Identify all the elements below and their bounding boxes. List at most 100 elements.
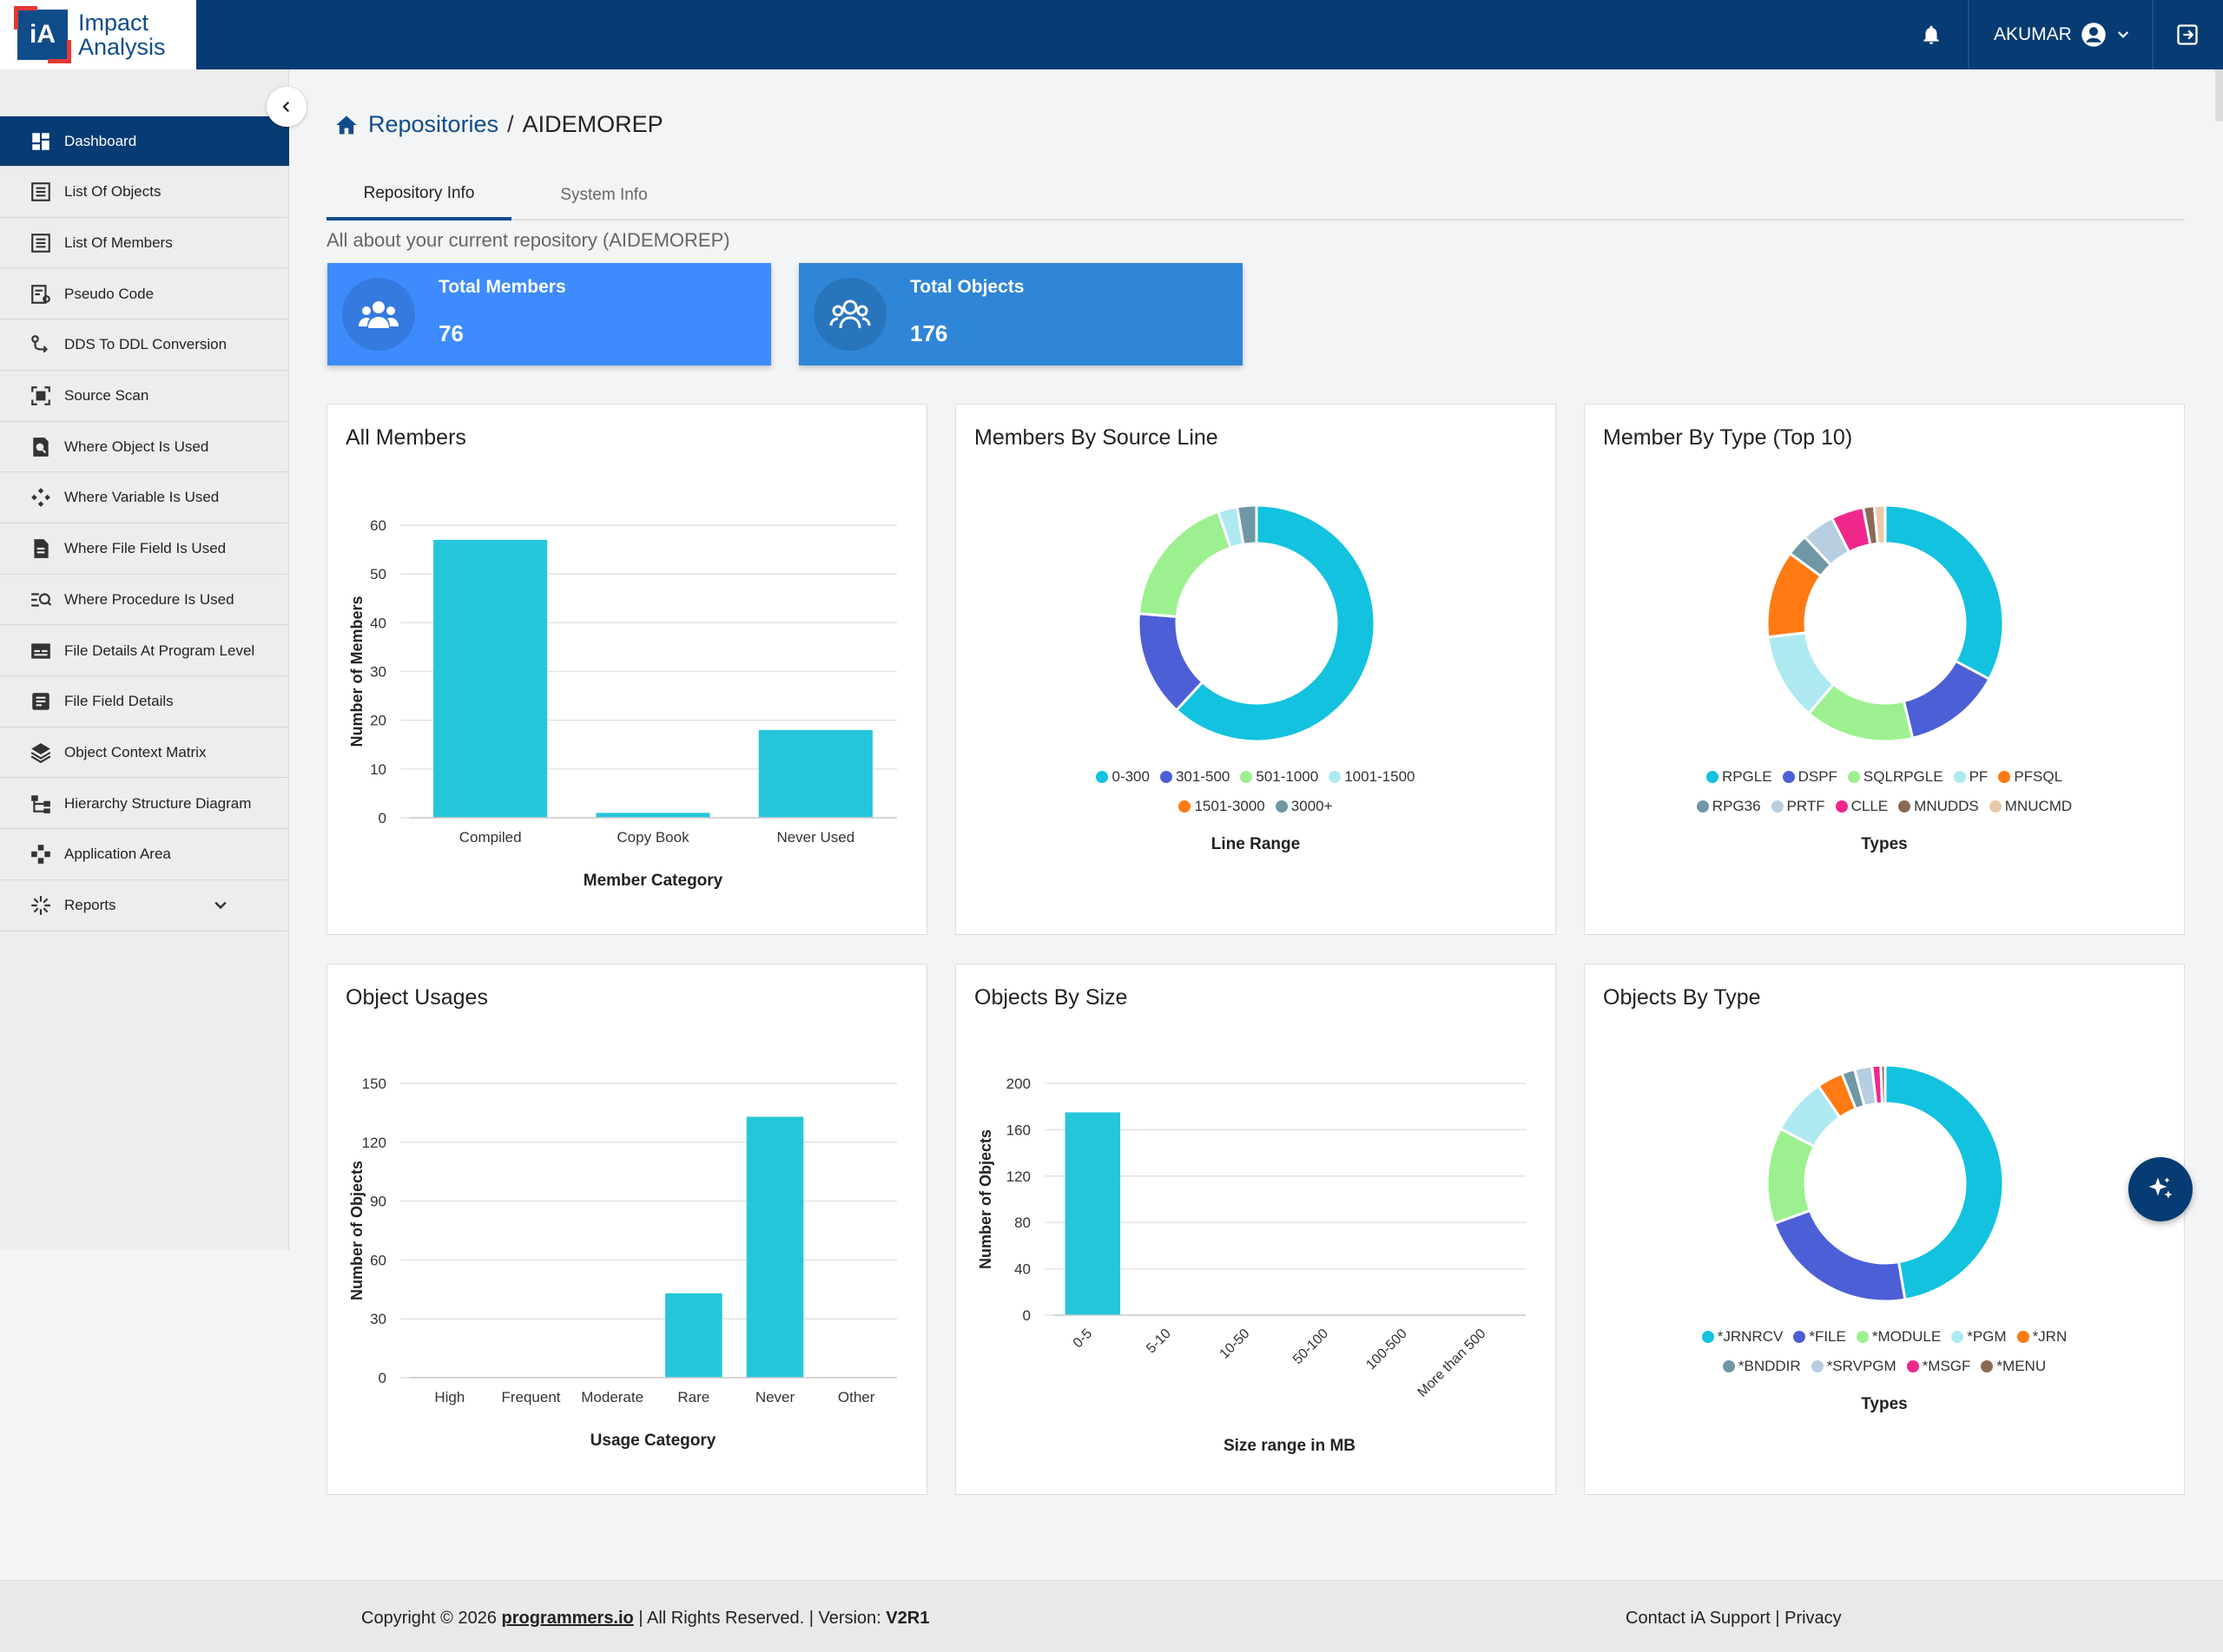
sidebar-item-dds-to-ddl-conversion[interactable]: DDS To DDL Conversion bbox=[0, 320, 289, 371]
bar[interactable] bbox=[758, 729, 873, 818]
legend-label: *SRVPGM bbox=[1826, 1358, 1896, 1374]
legend-item[interactable]: RPGLE bbox=[1705, 762, 1772, 792]
legend-label: *FILE bbox=[1809, 1328, 1846, 1345]
chevron-down-icon bbox=[2117, 31, 2128, 38]
user-menu[interactable]: AKUMAR bbox=[1994, 0, 2131, 69]
legend-item[interactable]: 301-500 bbox=[1159, 762, 1230, 792]
legend-item[interactable]: MNUDDS bbox=[1898, 792, 1979, 821]
donut-slice[interactable] bbox=[1235, 503, 1258, 546]
footer-separator: | bbox=[1775, 1609, 1780, 1628]
donut-slice[interactable] bbox=[1883, 503, 2005, 681]
tab-repository-info[interactable]: Repository Info bbox=[327, 170, 511, 220]
legend-item[interactable]: *PGM bbox=[1951, 1322, 2007, 1352]
y-tick-label: 40 bbox=[1014, 1261, 1031, 1278]
bell-icon[interactable] bbox=[1905, 0, 1957, 69]
legend-label: PF bbox=[1969, 768, 1989, 785]
donut-slice[interactable] bbox=[1902, 659, 1991, 740]
sidebar-item-list-of-objects[interactable]: List Of Objects bbox=[0, 168, 289, 218]
donut-slice[interactable] bbox=[1772, 1208, 1907, 1303]
page-scrollbar[interactable] bbox=[2215, 69, 2223, 122]
breadcrumb: Repositories / AIDEMOREP bbox=[333, 111, 663, 138]
home-icon[interactable] bbox=[333, 113, 360, 137]
bar[interactable] bbox=[433, 539, 548, 818]
legend-item[interactable]: *MODULE bbox=[1856, 1322, 1941, 1352]
legend-dot bbox=[1782, 771, 1795, 783]
sidebar-item-where-procedure-is-used[interactable]: Where Procedure Is Used bbox=[0, 575, 289, 626]
legend-label: CLLE bbox=[1850, 798, 1889, 814]
contact-support-link[interactable]: Contact iA Support bbox=[1626, 1609, 1771, 1628]
card-title: Objects By Type bbox=[1603, 985, 1761, 1010]
sidebar-item-label: Application Area bbox=[64, 846, 171, 863]
sidebar-item-where-variable-is-used[interactable]: Where Variable Is Used bbox=[0, 473, 289, 523]
x-tick-label: Compiled bbox=[459, 829, 522, 846]
card-title: All Members bbox=[346, 425, 466, 450]
legend-item[interactable]: CLLE bbox=[1835, 792, 1889, 821]
legend-item[interactable]: *JRNRCV bbox=[1701, 1322, 1783, 1352]
donut-slice[interactable] bbox=[1879, 1063, 1887, 1105]
legend-item[interactable]: PFSQL bbox=[1998, 762, 2062, 792]
sidebar-item-application-area[interactable]: Application Area bbox=[0, 830, 289, 880]
sidebar-item-list-of-members[interactable]: List Of Members bbox=[0, 218, 289, 269]
legend-item[interactable]: MNUCMD bbox=[1989, 792, 2072, 821]
bar[interactable] bbox=[1065, 1112, 1121, 1315]
bar[interactable] bbox=[665, 1293, 722, 1378]
sidebar-item-source-scan[interactable]: Source Scan bbox=[0, 372, 289, 422]
legend-title: Types bbox=[1861, 835, 1908, 853]
x-axis-label: Member Category bbox=[584, 872, 723, 890]
legend-dot bbox=[1096, 771, 1109, 783]
legend-dot bbox=[1240, 771, 1253, 783]
legend-item[interactable]: 3000+ bbox=[1275, 792, 1333, 821]
legend-label: 1001-1500 bbox=[1344, 768, 1415, 785]
x-tick-label: More than 500 bbox=[1415, 1326, 1489, 1400]
sidebar-item-dashboard[interactable]: Dashboard bbox=[0, 116, 289, 167]
legend-dot bbox=[1981, 1360, 1994, 1372]
y-tick-label: 150 bbox=[362, 1076, 386, 1092]
sidebar-item-object-context-matrix[interactable]: Object Context Matrix bbox=[0, 727, 289, 779]
sidebar-item-reports[interactable]: Reports bbox=[0, 881, 289, 931]
legend-item[interactable]: 501-1000 bbox=[1240, 762, 1318, 792]
legend-item[interactable]: PF bbox=[1953, 762, 1989, 792]
x-tick-label: Other bbox=[838, 1389, 875, 1405]
legend-item[interactable]: 0-300 bbox=[1096, 762, 1150, 792]
logout-icon[interactable] bbox=[2157, 0, 2218, 69]
privacy-link[interactable]: Privacy bbox=[1784, 1609, 1842, 1628]
sidebar-collapse-button[interactable] bbox=[267, 87, 307, 127]
sidebar-item-file-field-details[interactable]: File Field Details bbox=[0, 677, 289, 727]
legend-item[interactable]: RPG36 bbox=[1696, 792, 1761, 821]
all-members-card: All Members 0 10 20 30 40 50 60 Compiled Copy Bo… bbox=[327, 404, 927, 935]
legend-item[interactable]: *JRN bbox=[2016, 1322, 2067, 1352]
legend-item[interactable]: *BNDDIR bbox=[1722, 1352, 1801, 1381]
legend-dot bbox=[2016, 1331, 2029, 1343]
x-tick-label: Moderate bbox=[581, 1389, 643, 1405]
sidebar-item-pseudo-code[interactable]: Pseudo Code bbox=[0, 269, 289, 320]
donut-slice[interactable] bbox=[1174, 503, 1376, 743]
x-tick-label: Rare bbox=[677, 1389, 709, 1405]
legend-item[interactable]: *SRVPGM bbox=[1811, 1352, 1896, 1381]
logo-line-2: Analysis bbox=[78, 34, 166, 60]
legend-item[interactable]: *MENU bbox=[1981, 1352, 2046, 1381]
sidebar-item-hierarchy-structure-diagram[interactable]: Hierarchy Structure Diagram bbox=[0, 779, 289, 830]
sidebar-item-file-details-at-program-level[interactable]: File Details At Program Level bbox=[0, 626, 289, 676]
sidebar-item-label: Hierarchy Structure Diagram bbox=[64, 794, 252, 812]
legend-item[interactable]: *MSGF bbox=[1906, 1352, 1970, 1381]
reports-icon bbox=[31, 896, 50, 915]
bar[interactable] bbox=[746, 1116, 804, 1378]
tab-system-info[interactable]: System Info bbox=[560, 186, 648, 204]
app-logo[interactable]: iA Impact Analysis bbox=[0, 0, 196, 69]
sidebar-item-where-object-is-used[interactable]: Where Object Is Used bbox=[0, 422, 289, 473]
y-tick-label: 120 bbox=[362, 1135, 386, 1151]
legend-item[interactable]: SQLRPGLE bbox=[1847, 762, 1943, 792]
donut-slice[interactable] bbox=[1137, 510, 1233, 619]
ai-assistant-button[interactable] bbox=[2128, 1157, 2193, 1221]
legend-item[interactable]: DSPF bbox=[1782, 762, 1837, 792]
legend-item[interactable]: *FILE bbox=[1793, 1322, 1846, 1352]
legend-item[interactable]: PRTF bbox=[1771, 792, 1825, 821]
company-link[interactable]: programmers.io bbox=[501, 1609, 634, 1628]
bar[interactable] bbox=[596, 813, 710, 818]
legend-item[interactable]: 1501-3000 bbox=[1178, 792, 1265, 821]
sidebar-item-where-file-field-is-used[interactable]: Where File Field Is Used bbox=[0, 524, 289, 575]
legend-item[interactable]: 1001-1500 bbox=[1329, 762, 1415, 792]
donut-slice[interactable] bbox=[1883, 1063, 2005, 1301]
breadcrumb-repositories[interactable]: Repositories bbox=[368, 111, 499, 137]
donut-slice[interactable] bbox=[1872, 503, 1887, 546]
